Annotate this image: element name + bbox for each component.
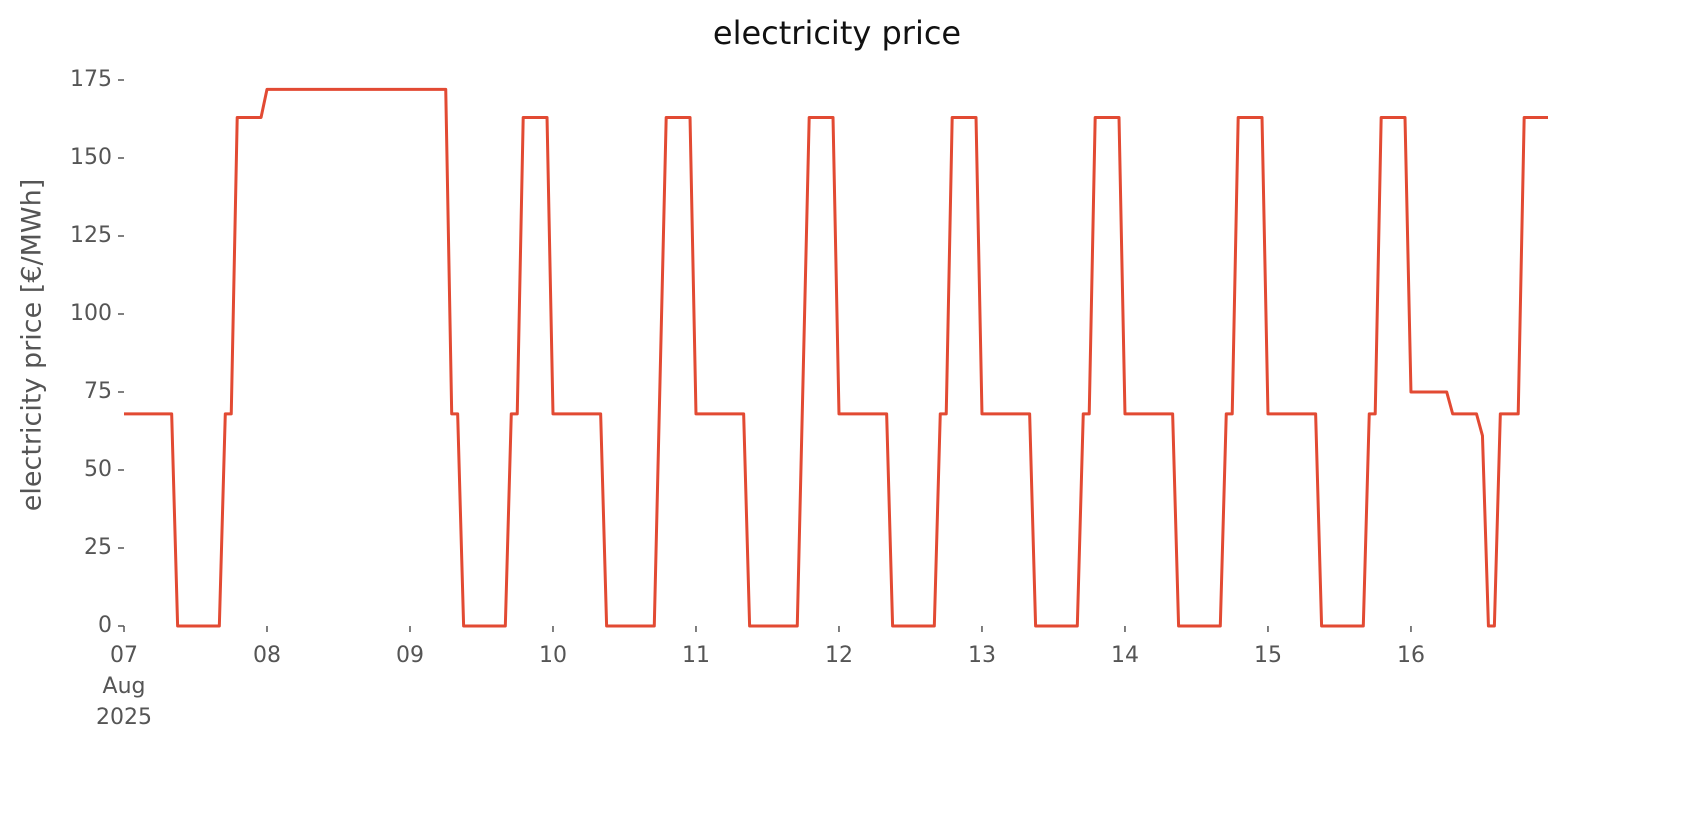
x-tick-label: 15	[1254, 643, 1282, 668]
chart-title: electricity price	[713, 14, 961, 52]
x-tick-label-line: 08	[253, 643, 281, 668]
x-tick-label: 08	[253, 643, 281, 668]
x-tick-label-line: 07	[110, 643, 138, 668]
x-tick-label: 12	[825, 643, 853, 668]
y-tick-label: 150	[70, 145, 112, 170]
x-tick-label-line: 10	[539, 643, 567, 668]
x-tick-label-line: 12	[825, 643, 853, 668]
y-axis-label: electricity price [€/MWh]	[17, 179, 48, 511]
x-tick-label: 09	[396, 643, 424, 668]
y-tick-label: 125	[70, 223, 112, 248]
x-tick-label: 16	[1397, 643, 1425, 668]
x-tick-label-line: Aug	[103, 674, 146, 699]
x-tick-label: 13	[968, 643, 996, 668]
y-tick-label: 175	[70, 67, 112, 92]
x-tick-label: 14	[1111, 643, 1139, 668]
x-tick-label-line: 16	[1397, 643, 1425, 668]
x-tick-label-line: 13	[968, 643, 996, 668]
y-tick-label: 25	[84, 535, 112, 560]
x-tick-label: 11	[682, 643, 710, 668]
x-tick-label-line: 09	[396, 643, 424, 668]
x-tick-label-line: 2025	[96, 705, 152, 730]
y-tick-label: 75	[84, 379, 112, 404]
y-tick-label: 50	[84, 457, 112, 482]
line	[124, 87, 1548, 628]
y-tick-label: 100	[70, 301, 112, 326]
x-tick-label: 07 Aug 2025	[96, 643, 152, 730]
x-tick-label-line: 11	[682, 643, 710, 668]
y-tick-label: 0	[98, 613, 112, 638]
x-tick-label-line: 14	[1111, 643, 1139, 668]
x-tick-label: 10	[539, 643, 567, 668]
x-tick-label-line: 15	[1254, 643, 1282, 668]
